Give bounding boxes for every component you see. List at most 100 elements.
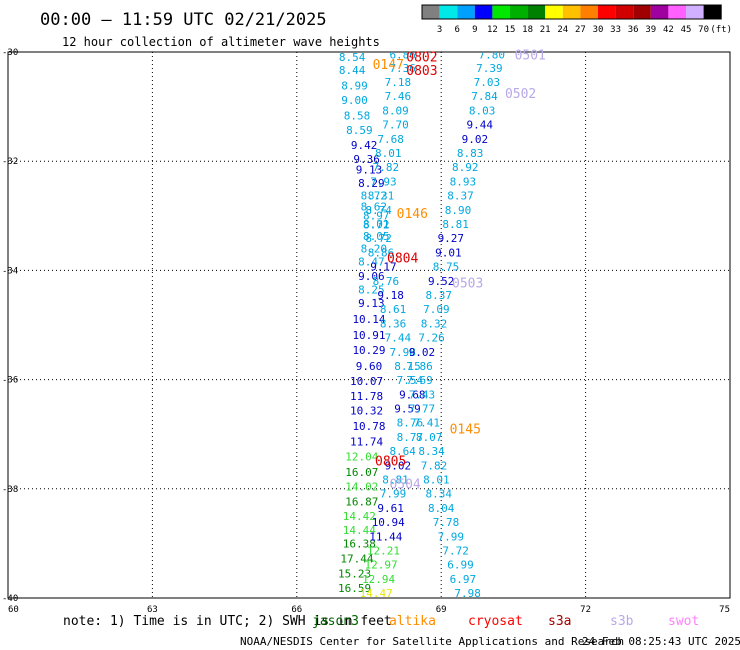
wave-height-value: 9.06: [358, 270, 385, 283]
wave-height-value: 8.54: [339, 51, 366, 64]
colorbar-swatch: [650, 5, 669, 19]
wave-height-value: 7.70: [382, 119, 409, 132]
x-tick-label: 60: [8, 605, 19, 615]
colorbar-swatch: [598, 5, 616, 19]
gridlines: [8, 52, 730, 598]
wave-height-value: 8.29: [358, 177, 385, 190]
wave-height-value: 9.00: [341, 94, 368, 107]
satellite-legend-entry: cryosat: [468, 614, 523, 629]
wave-height-value: 9.44: [466, 119, 493, 132]
wave-height-value: 12.21: [367, 544, 400, 557]
wave-height-value: 8.01: [375, 147, 402, 160]
colorbar-swatch: [580, 5, 598, 19]
chart-subtitle: 12 hour collection of altimeter wave hei…: [62, 35, 380, 49]
wave-height-value: 9.17: [370, 261, 397, 274]
x-tick-label: 72: [580, 605, 591, 615]
wave-height-value: 9.59: [394, 403, 421, 416]
wave-height-value: 8.81: [382, 474, 409, 487]
colorbar-label: 6: [454, 25, 459, 35]
satellite-legend-entry: swot: [668, 614, 699, 629]
wave-height-value: 10.07: [350, 375, 383, 388]
wave-height-value: 8.75: [433, 261, 460, 274]
pass-label: 0504: [389, 477, 420, 492]
wave-height-value: 15.27: [357, 601, 390, 614]
wave-height-value: 6.86: [389, 49, 416, 62]
wave-height-value: 7.09: [423, 303, 450, 316]
wave-height-value: 11.74: [350, 435, 383, 448]
colorbar-label: 21: [540, 25, 551, 35]
chart-title: 00:00 — 11:59 UTC 02/21/2025: [40, 10, 327, 30]
wave-height-value: 8.04: [428, 502, 455, 515]
wave-height-value: 10.78: [352, 420, 385, 433]
x-tick-label: 66: [291, 605, 302, 615]
wave-height-value: 7.82: [373, 161, 400, 174]
wave-height-value: 8.86: [368, 246, 395, 259]
wave-height-value: 8.34: [418, 445, 445, 458]
colorbar-label: 36: [628, 25, 639, 35]
wave-height-value: 8.97: [363, 209, 390, 222]
wave-height-value: 9.52: [428, 275, 455, 288]
wave-height-value: 9.36: [353, 153, 380, 166]
wave-height-value: 7.36: [389, 62, 416, 75]
colorbar-swatch: [686, 5, 704, 19]
wave-height-value: 9.27: [438, 232, 465, 245]
y-tick-label: -38: [2, 485, 18, 495]
satellite-legend: jason3 altika cryosat s3a s3b swot: [312, 614, 699, 629]
colorbar-label: 24: [557, 25, 568, 35]
wave-height-value: 8.47: [358, 256, 385, 269]
wave-height-value: 8.37: [426, 289, 453, 302]
y-tick-label: -36: [2, 376, 18, 386]
colorbar-swatch: [474, 5, 493, 19]
wave-height-value: 9.42: [351, 139, 378, 152]
wave-height-value: 8.01: [423, 474, 450, 487]
wave-height-value: 8.32: [421, 317, 448, 330]
colorbar-border: [421, 4, 722, 20]
wave-height-value: 7.84: [471, 90, 498, 103]
wave-height-value: 16.59: [338, 582, 371, 595]
wave-height-value: 7.99: [380, 488, 407, 501]
wave-height-value: 7.86: [406, 360, 433, 373]
wave-height-value: 11.78: [350, 390, 383, 403]
wave-height-value: 16.87: [345, 495, 378, 508]
satellite-legend-entry: s3b: [610, 614, 634, 629]
y-tick-label: -32: [2, 157, 18, 167]
wave-height-value: 9.02: [462, 133, 489, 146]
wave-height-value: 14.42: [343, 510, 376, 523]
colorbar-swatch: [527, 5, 546, 19]
pass-label: 0803: [406, 64, 437, 79]
wave-height-value: 10.91: [352, 329, 385, 342]
wave-height-value: 8.90: [445, 204, 472, 217]
colorbar-label: 30: [593, 25, 604, 35]
wave-height-value: 7.54: [397, 374, 424, 387]
wave-height-value: 9.01: [435, 246, 462, 259]
satellite-legend-entry: altika: [389, 614, 436, 629]
colorbar-label: 27: [575, 25, 586, 35]
timestamp-text: 24 Feb 08:25:43 UTC 2025: [582, 635, 740, 648]
wave-height-value: 7.98: [389, 346, 416, 359]
x-tick-label: 75: [719, 605, 730, 615]
wave-height-value: 8.34: [426, 488, 453, 501]
colorbar-swatch: [422, 5, 440, 19]
y-tick-label: -34: [2, 266, 18, 276]
wave-height-value: 8.83: [457, 147, 484, 160]
wave-height-value: 7.78: [433, 516, 460, 529]
wave-height-value: 8.31: [368, 190, 395, 203]
wave-height-value: 7.18: [385, 76, 412, 89]
wave-height-value: 7.39: [476, 62, 503, 75]
wave-height-value: 14.02: [345, 481, 378, 494]
wave-height-value: 8.07: [416, 431, 443, 444]
colorbar-label: 42: [663, 25, 674, 35]
wave-height-value: 12.04: [345, 451, 378, 464]
wave-height-value: 14.47: [360, 587, 393, 600]
wave-height-value: 6.99: [447, 559, 474, 572]
data-points: 8.548.448.999.008.588.599.429.369.138.29…: [336, 49, 505, 614]
colorbar-label: 39: [645, 25, 656, 35]
colorbar-label: 70: [698, 25, 709, 35]
colorbar-swatch: [439, 5, 458, 19]
colorbar-swatch: [510, 5, 528, 19]
wave-height-value: 7.69: [406, 374, 433, 387]
pass-label: 0804: [387, 251, 418, 266]
wave-height-value: 9.60: [356, 360, 383, 373]
wave-height-value: 16.07: [345, 466, 378, 479]
